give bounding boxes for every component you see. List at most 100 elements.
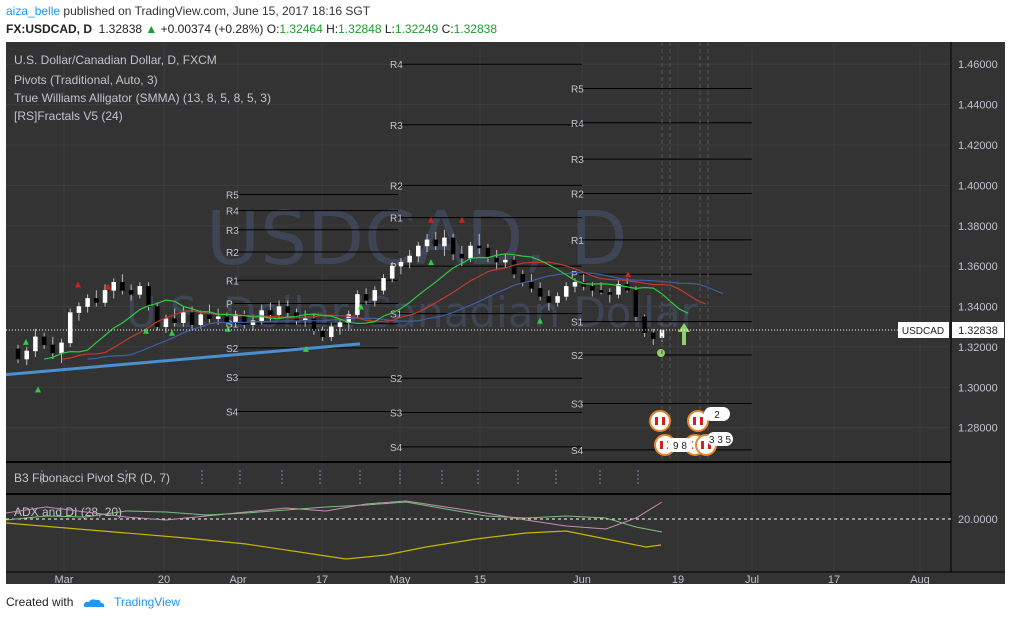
candle-body	[642, 316, 647, 334]
time-axis-tick: 17	[316, 574, 328, 584]
di-minus-line	[6, 500, 663, 530]
candle-body	[607, 292, 613, 295]
tradingview-link[interactable]: TradingView	[114, 595, 181, 609]
open-value: 1.32464	[279, 22, 323, 36]
candle-body	[520, 273, 526, 283]
us-flag-icon-center	[663, 441, 667, 449]
candle-body	[76, 306, 82, 313]
candle-body	[537, 288, 543, 297]
price-axis-tick: 1.30000	[958, 382, 998, 394]
pivot-label: R4	[390, 60, 403, 71]
target-dot	[657, 349, 665, 357]
canada-flag-icon-center	[658, 417, 662, 425]
candle-body	[276, 306, 282, 315]
legend-study: Pivots (Traditional, Auto, 3)	[14, 73, 158, 87]
candle-body	[15, 348, 21, 360]
pivot-label: P	[226, 300, 233, 311]
author-link[interactable]: aiza_belle	[6, 4, 61, 18]
trend-line	[6, 342, 361, 377]
up-arrow-icon	[678, 323, 690, 345]
candle-body	[94, 298, 99, 303]
price-axis-tick: 1.38000	[958, 221, 998, 233]
candle-body	[651, 332, 656, 340]
candle-body	[450, 237, 456, 255]
pivot-label: R1	[571, 236, 584, 247]
time-axis-tick: Apr	[229, 574, 246, 584]
candle-body	[215, 316, 221, 319]
price-tag-text: 1.32838	[958, 325, 998, 337]
candle-body	[598, 290, 604, 293]
candle-body	[224, 316, 230, 323]
time-axis-tick: Aug	[910, 574, 930, 584]
candle-body	[442, 237, 447, 247]
last-price: 1.32838	[98, 22, 143, 36]
candle-body	[207, 314, 212, 319]
adx-level-value: 20.0000	[958, 514, 998, 526]
pivot-label: S4	[390, 443, 403, 454]
event-badge	[704, 407, 730, 421]
candle-body	[285, 306, 291, 313]
chart-area[interactable]: USDCAD, D U.S. Dollar/Canadian Dollar R5 R4…	[6, 42, 1005, 584]
event-badge	[707, 432, 733, 446]
candle-body	[137, 286, 143, 295]
candle-body	[154, 306, 160, 327]
event-badge-count: 3 3 5	[709, 435, 732, 446]
candle-body	[633, 290, 639, 317]
price-axis-tick: 1.36000	[958, 261, 998, 273]
candle-body	[172, 318, 177, 323]
event-badge	[667, 438, 693, 452]
candle-body	[398, 261, 404, 267]
chart-canvas[interactable]: USDCAD, D U.S. Dollar/Canadian Dollar R5 R4…	[6, 42, 1005, 584]
price-tag-box	[952, 321, 1004, 338]
legend-title: U.S. Dollar/Canadian Dollar, D, FXCM	[14, 53, 217, 67]
candle-body	[511, 259, 517, 275]
pivot-label: P	[571, 270, 578, 281]
candle-body	[311, 318, 317, 332]
close-label: C:	[441, 22, 454, 36]
watermark-description: U.S. Dollar/Canadian Dollar	[126, 288, 699, 337]
fractal-marker	[303, 345, 309, 352]
candle-body	[268, 310, 273, 315]
candle-body	[503, 259, 508, 263]
candle-body	[181, 312, 186, 323]
price-label-box	[898, 321, 949, 338]
fractal-marker	[459, 216, 465, 223]
open-label: O:	[266, 22, 280, 36]
legend-study: [RS]Fractals V5 (24)	[14, 109, 123, 123]
alligator-lips-line	[43, 253, 689, 360]
pivot-label: R2	[226, 248, 239, 259]
canada-flag-icon-center	[696, 417, 700, 425]
alligator-jaw-line	[87, 271, 724, 360]
symbol-line: FX:USDCAD, D 1.32838 ▲ +0.00374 (+0.28%)…	[6, 22, 497, 36]
pivot-label: R5	[571, 84, 584, 95]
alligator-teeth-line	[61, 261, 706, 360]
candle-body	[41, 336, 47, 346]
time-axis-tick: Jul	[745, 574, 759, 584]
candle-body	[50, 344, 56, 354]
candle-body	[33, 336, 38, 352]
candle-body	[59, 342, 64, 354]
pivot-label: R3	[390, 121, 403, 132]
pivot-label: R4	[571, 119, 584, 130]
price-axis-tick: 1.44000	[958, 100, 998, 112]
time-axis-tick: May	[390, 574, 411, 584]
candle-body	[242, 314, 247, 325]
pivot-label: S2	[390, 374, 403, 385]
pivot-label: R3	[226, 226, 239, 237]
event-badge-count: 9 8	[673, 441, 687, 452]
fractal-marker	[625, 271, 631, 278]
created-with-text: Created with	[6, 595, 74, 609]
pivot-label: S1	[390, 310, 403, 321]
pane2-label: B3 Fibonacci Pivot S/R (D, 7)	[14, 471, 170, 485]
candle-body	[320, 330, 325, 338]
candle-body	[468, 245, 473, 259]
candle-body	[529, 282, 534, 289]
time-axis-tick: 15	[474, 574, 486, 584]
candle-body	[546, 296, 552, 303]
pivot-label: R3	[571, 155, 584, 166]
fractal-marker	[23, 338, 29, 345]
legend-study: True Williams Alligator (SMMA) (13, 8, 5…	[14, 91, 271, 105]
candle-body	[572, 282, 578, 287]
price-axis-tick: 1.28000	[958, 423, 998, 435]
fractal-marker	[428, 259, 434, 266]
